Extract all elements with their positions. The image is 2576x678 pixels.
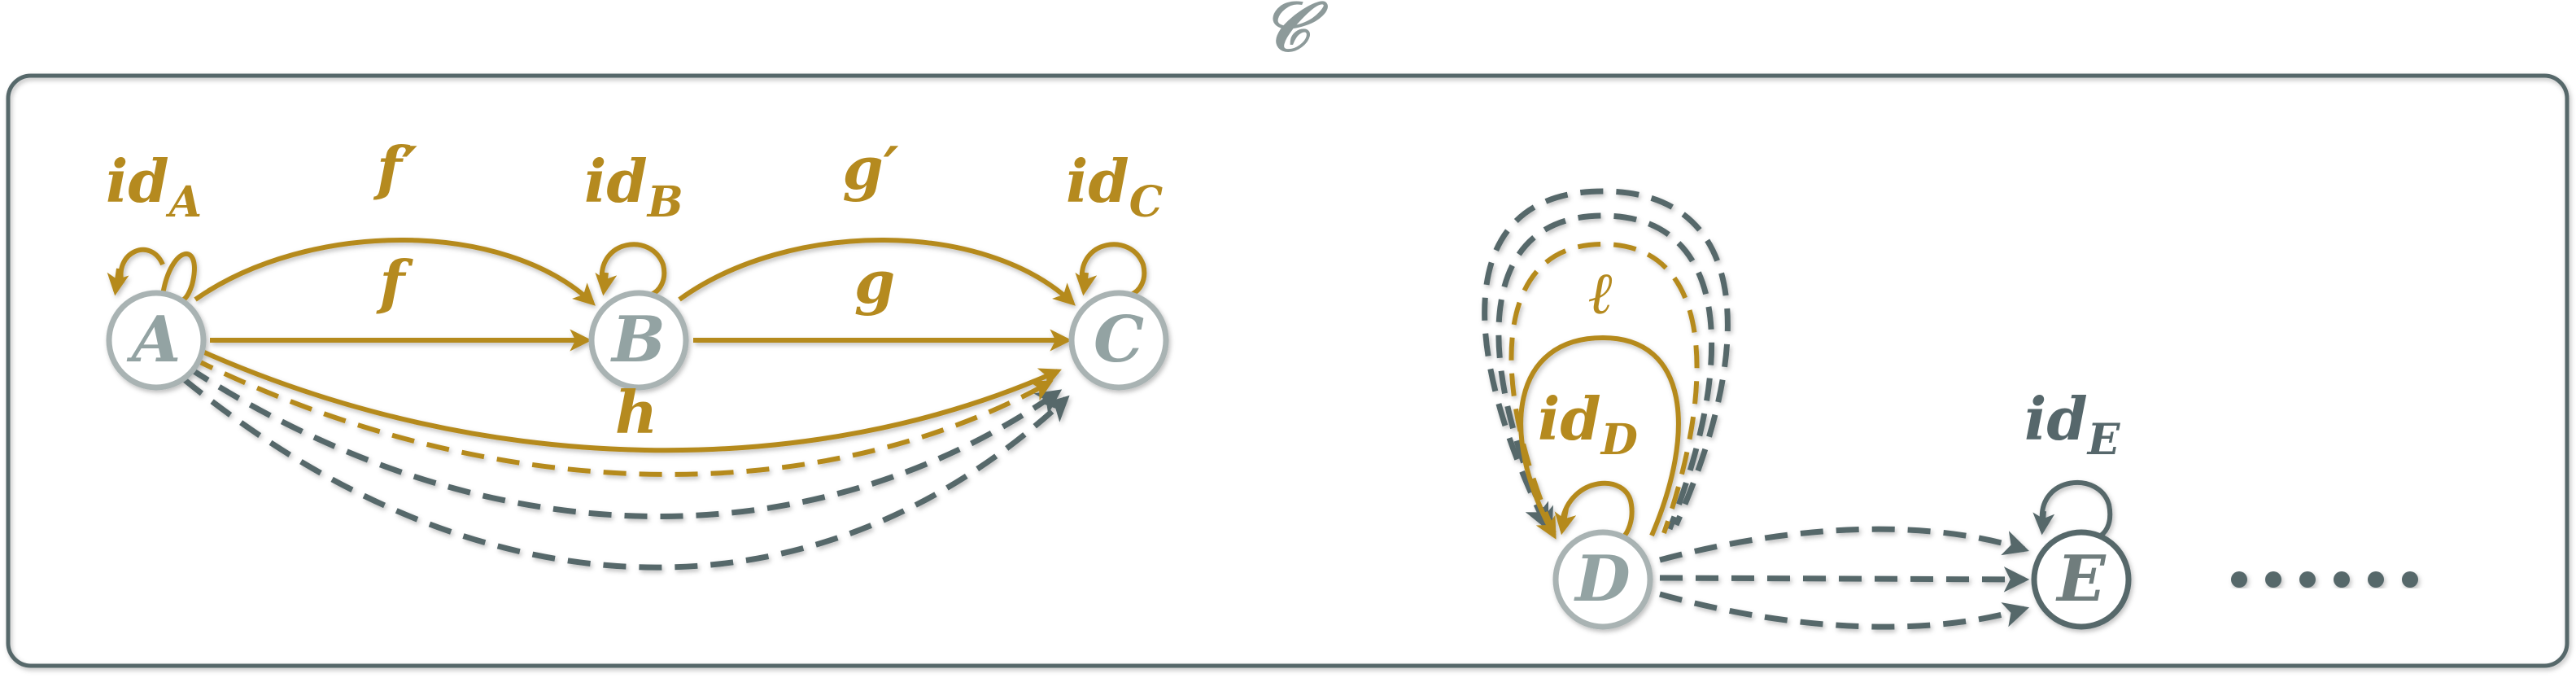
morphism-f-prime [194, 238, 596, 306]
label-id-a: idA [106, 147, 202, 227]
node-b-label: B [610, 303, 666, 377]
identity-loop-d [1560, 480, 1635, 540]
morphism-h [194, 346, 1062, 453]
ellipsis-dot [2334, 571, 2350, 588]
label-g: g [854, 247, 895, 317]
dashed-morphism-a-c-2 [181, 377, 1070, 571]
category-label: 𝒞 [1260, 0, 1329, 67]
node-d-label: D [1574, 542, 1631, 616]
label-g-prime: g′ [842, 133, 898, 203]
label-h: h [615, 378, 657, 447]
ellipsis-dot [2299, 571, 2316, 588]
identity-loop-b [599, 242, 667, 297]
label-id-e: idE [2024, 384, 2121, 465]
ellipsis-dots [2231, 571, 2418, 588]
label-id-c: idC [1066, 147, 1163, 227]
dashed-loop-d-2 [1495, 212, 1715, 534]
label-f-prime: f′ [373, 133, 417, 203]
identity-loop-e [2039, 479, 2113, 538]
dashed-morphism-a-c-gold [190, 356, 1054, 477]
node-e: E [2031, 529, 2132, 630]
ellipsis-dot [2368, 571, 2384, 588]
morphism-ell [1518, 335, 1681, 540]
ellipsis-dot [2265, 571, 2281, 588]
label-ell: ℓ [1589, 258, 1614, 327]
node-a-label: A [126, 303, 181, 377]
left-component: A B C [106, 238, 1169, 571]
ellipsis-dot [2402, 571, 2418, 588]
dashed-loop-d-1 [1482, 188, 1731, 530]
ellipsis-dot [2231, 571, 2247, 588]
label-f: f [376, 247, 414, 317]
dashed-morphism-d-e-2 [1659, 566, 2030, 593]
dashed-loop-d-gold [1508, 241, 1700, 535]
label-id-d: idD [1538, 384, 1638, 465]
category-frame [6, 73, 2569, 668]
morphism-g-prime [678, 238, 1076, 306]
label-id-b: idB [584, 147, 683, 227]
dashed-morphism-a-c-1 [187, 365, 1063, 519]
dashed-morphism-d-e-3 [1659, 591, 2030, 630]
node-a: A [106, 290, 207, 391]
node-d: D [1552, 529, 1653, 630]
dashed-morphism-d-e-1 [1659, 526, 2029, 563]
node-e-label: E [2055, 542, 2107, 616]
identity-loop-c [1079, 242, 1147, 297]
node-c: C [1068, 290, 1169, 391]
node-b: B [588, 290, 689, 391]
right-component: D E [1482, 188, 2132, 630]
identity-loop-a [160, 251, 197, 304]
node-c-label: C [1094, 303, 1144, 377]
